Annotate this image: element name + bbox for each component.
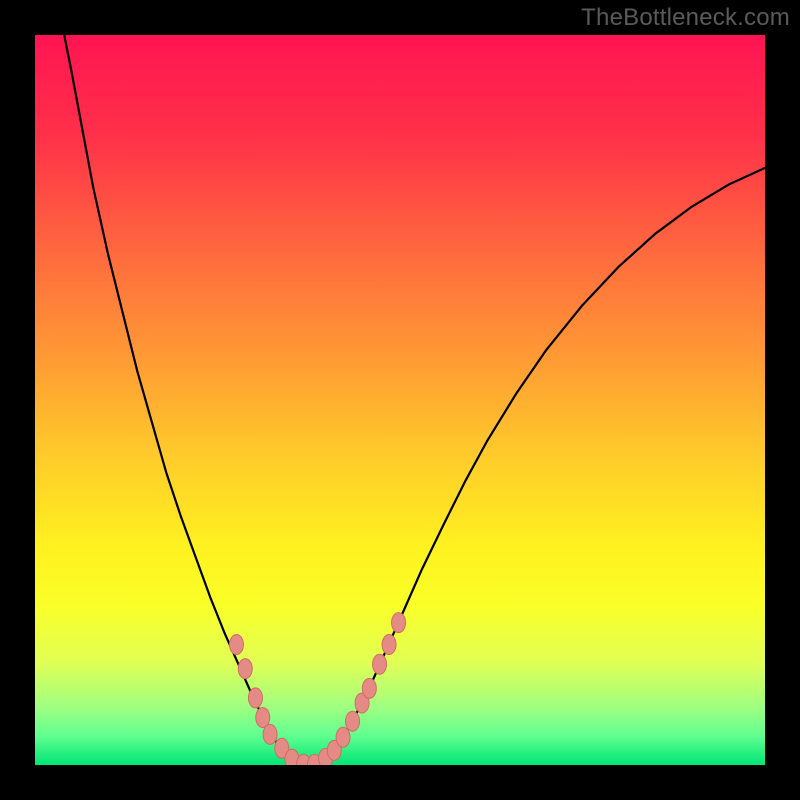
data-marker	[346, 711, 360, 731]
data-marker	[392, 613, 406, 633]
data-marker	[229, 635, 243, 655]
bottleneck-chart	[35, 35, 765, 765]
data-marker	[248, 688, 262, 708]
data-marker	[336, 727, 350, 747]
data-marker	[362, 678, 376, 698]
watermark-text: TheBottleneck.com	[581, 4, 790, 32]
data-marker	[373, 654, 387, 674]
data-marker	[382, 635, 396, 655]
data-marker	[263, 724, 277, 744]
chart-svg	[35, 35, 765, 765]
data-marker	[238, 659, 252, 679]
